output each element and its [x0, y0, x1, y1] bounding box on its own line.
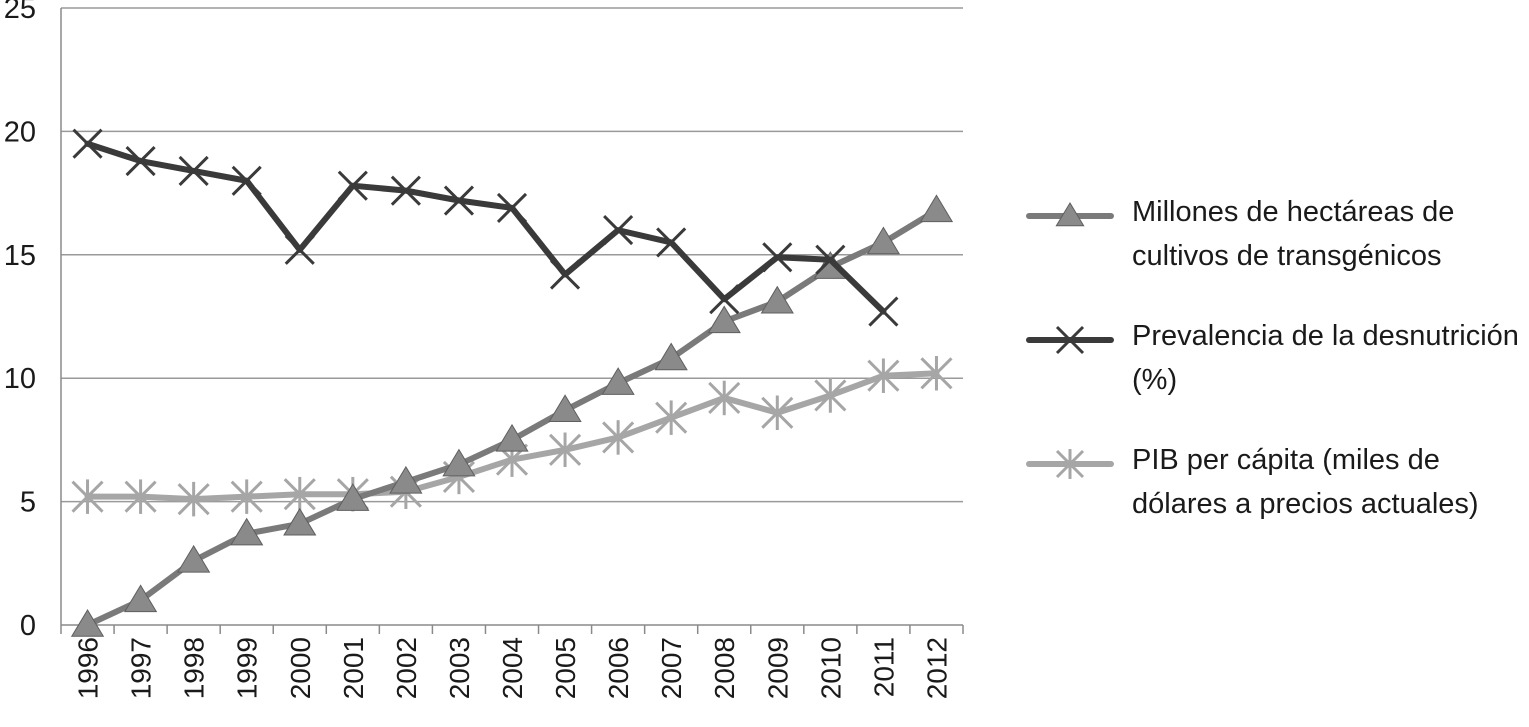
legend-swatch-x: [1026, 325, 1114, 355]
x-tick-label: 2004: [497, 637, 528, 699]
legend-item-desnutricion: Prevalencia de la desnutrición (%): [1025, 314, 1529, 438]
data-point-triangle: [495, 423, 529, 452]
legend-label: Prevalencia de la desnutrición (%): [1132, 320, 1519, 396]
x-tick-label: 2011: [868, 637, 899, 697]
data-point-triangle: [919, 194, 954, 223]
legend-swatch-asterisk: [1026, 449, 1114, 479]
data-point-triangle: [1055, 202, 1085, 227]
data-point-triangle: [548, 394, 582, 423]
data-point-asterisk: [867, 358, 900, 393]
data-point-triangle: [760, 285, 794, 314]
data-point-x: [72, 128, 103, 159]
y-axis-tick-labels: 0 5 10 15 20 25: [4, 0, 36, 642]
x-tick-label: 1997: [126, 637, 157, 699]
legend-label: Millones de hectáreas de cultivos de tra…: [1132, 196, 1455, 272]
data-point-triangle: [866, 226, 901, 255]
series-x: [72, 128, 899, 327]
data-point-triangle: [336, 483, 370, 511]
data-point-triangle: [601, 367, 635, 395]
line-chart: 0 5 10 15 20 25 1996 1997 1998 1999 2000 2001 2002 2…: [4, 0, 964, 699]
legend-label: PIB per cápita (miles de dólares a preci…: [1132, 444, 1479, 520]
data-point-x: [231, 165, 262, 196]
data-point-x: [1055, 325, 1085, 355]
data-point-x: [549, 259, 581, 290]
y-tick-label: 5: [20, 487, 36, 519]
data-point-x: [496, 192, 528, 223]
data-point-asterisk: [71, 479, 104, 514]
data-point-triangle: [707, 305, 741, 334]
x-tick-label: 2002: [391, 637, 422, 699]
x-tick-label: 2001: [338, 637, 369, 699]
series-layer: [70, 128, 954, 637]
data-point-asterisk: [655, 400, 688, 435]
data-point-asterisk: [761, 395, 794, 431]
x-tick-label: 1999: [232, 637, 263, 699]
data-point-asterisk: [283, 476, 316, 512]
data-point-x: [390, 175, 421, 206]
legend-item-transgenicos: Millones de hectáreas de cultivos de tra…: [1025, 190, 1529, 314]
y-tick-label: 20: [4, 116, 36, 148]
data-point-asterisk: [708, 380, 741, 416]
data-point-asterisk: [1055, 449, 1085, 479]
gridlines: [61, 7, 963, 503]
data-point-triangle: [230, 517, 264, 546]
x-tick-label: 2006: [603, 637, 634, 699]
x-tick-label: 2008: [709, 637, 740, 699]
data-point-asterisk: [548, 432, 582, 468]
data-point-triangle: [389, 465, 423, 494]
data-point-x: [284, 234, 315, 265]
series-line: [84, 140, 887, 315]
axes: [60, 8, 964, 634]
series-line: [84, 207, 940, 628]
data-point-x: [337, 170, 368, 201]
x-tick-label: 2010: [815, 637, 846, 699]
data-point-asterisk: [814, 378, 847, 413]
data-point-triangle: [283, 507, 317, 536]
data-point-x: [178, 155, 209, 186]
y-tick-label: 10: [4, 363, 36, 395]
data-point-triangle: [123, 584, 158, 613]
x-tick-label: 2003: [444, 637, 475, 699]
x-tick-label: 2012: [921, 637, 952, 699]
legend: Millones de hectáreas de cultivos de tra…: [1025, 190, 1529, 562]
data-point-triangle: [654, 342, 688, 371]
x-tick-label: 2009: [762, 637, 793, 699]
data-point-triangle: [70, 609, 105, 637]
series-triangle: [70, 194, 954, 637]
x-tick-label: 1998: [179, 637, 210, 699]
data-point-x: [656, 227, 687, 258]
x-tick-label: 2007: [656, 637, 687, 699]
data-point-x: [125, 145, 156, 177]
data-point-asterisk: [230, 479, 263, 514]
data-point-x: [762, 242, 793, 273]
data-point-x: [815, 244, 846, 275]
x-tick-label: 2000: [285, 637, 316, 699]
data-point-asterisk: [124, 479, 157, 514]
data-point-asterisk: [177, 481, 210, 517]
data-point-x: [443, 185, 475, 216]
y-tick-label: 25: [4, 0, 36, 25]
data-point-x: [603, 215, 634, 246]
data-point-asterisk: [920, 356, 953, 391]
data-point-triangle: [442, 448, 476, 477]
data-point-asterisk: [602, 420, 635, 455]
legend-swatch-triangle: [1026, 202, 1114, 227]
x-tick-label: 1996: [73, 637, 104, 699]
y-tick-label: 15: [4, 240, 36, 272]
series-asterisk: [71, 356, 953, 517]
data-point-triangle: [177, 544, 211, 573]
data-point-x: [709, 284, 740, 315]
y-tick-label: 0: [20, 610, 36, 642]
x-axis-tick-labels: 1996 1997 1998 1999 2000 2001 2002 2003 2004 2005…: [73, 637, 953, 699]
legend-item-pib: PIB per cápita (miles de dólares a preci…: [1025, 438, 1529, 562]
data-point-x: [868, 296, 899, 327]
x-tick-label: 2005: [550, 637, 581, 699]
